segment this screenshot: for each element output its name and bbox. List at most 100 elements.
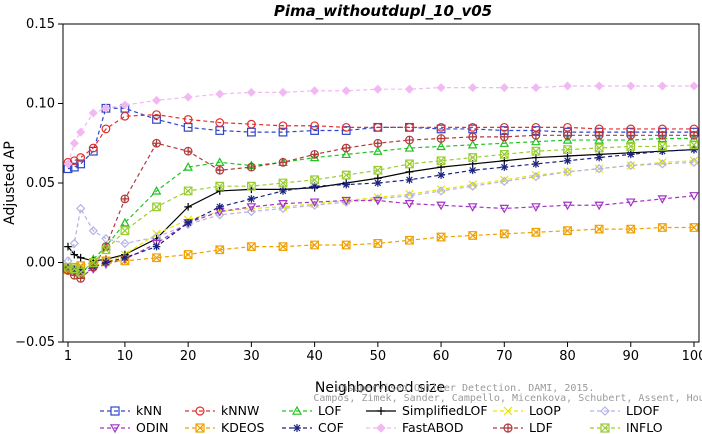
series-marker [278,242,288,251]
series-marker [278,203,288,214]
series-marker [376,423,386,433]
series-marker [310,86,320,96]
chart-legend: kNN kNNW LOF SimplifiedLOF LoOP LDOF ODIN KDEOS… [100,403,663,434]
series-marker [689,130,699,140]
series-marker [436,141,446,151]
series-marker [532,160,540,168]
series-marker [626,142,636,151]
series-marker [293,424,301,432]
series-marker [278,200,288,209]
series-inflo [63,140,699,277]
series-marker [373,165,383,175]
series-marker [373,84,383,94]
legend-item-knn: kNN [100,403,162,418]
watermark-line-1: Unsupervised Outlier Detection. DAMI, 20… [336,383,595,394]
series-marker [120,194,130,204]
series-marker [183,250,193,259]
legend-item-knnw: kNNW [185,403,259,418]
series-marker [468,132,478,142]
series-marker [626,130,636,140]
series-marker [436,134,446,143]
series-marker [500,163,509,171]
series-marker [625,198,636,208]
series-marker [404,191,415,201]
series-marker [594,81,604,91]
series-line [67,114,694,163]
series-marker [215,210,225,220]
series-marker [215,187,224,195]
y-axis-title: Adjusted AP [2,141,18,225]
series-marker [436,186,446,196]
series-marker [309,198,320,208]
series-marker [102,258,110,267]
series-marker [246,206,257,217]
series-marker [341,126,351,135]
series-marker [215,89,225,99]
series-marker [499,132,509,142]
series-marker [88,258,98,267]
x-axis-title: Neighborhood size [315,380,445,396]
series-marker [374,179,382,187]
legend-item-ldof: LDOF [590,403,660,418]
series-line [67,107,694,170]
series-marker [657,159,668,169]
legend-item-loop: LoOP [493,403,561,418]
legend-label: LOF [318,403,342,418]
series-layer [63,81,699,283]
series-knn [63,103,699,174]
series-marker [195,406,205,416]
series-line [67,149,695,272]
series-marker [626,161,635,170]
series-ldf [63,130,699,283]
series-marker [110,406,120,416]
y-tick-label: 0.15 [26,17,55,32]
series-marker [278,127,288,137]
legend-item-ldf: LDF [493,420,553,434]
series-marker [109,424,121,434]
series-knnw [63,110,699,167]
series-marker [626,150,635,159]
series-marker [468,231,478,240]
series-fastabod [63,81,699,169]
series-marker [278,178,288,188]
legend-label: kNN [136,403,162,418]
series-marker [215,165,225,175]
series-marker [120,100,130,110]
series-marker [215,118,225,127]
series-marker [562,135,573,144]
series-marker [689,140,699,150]
series-marker [563,167,572,177]
watermark-line-2: Campos, Zimek, Sander, Campello, Micenko… [313,393,702,404]
series-marker [690,145,698,154]
series-marker [689,223,699,232]
series-marker [246,181,256,191]
y-tick-label: 0.10 [26,97,55,112]
series-marker [291,405,303,415]
legend-label: COF [318,420,344,434]
legend-label: LoOP [529,403,561,418]
legend-item-simplifiedlof: SimplifiedLOF [366,403,488,418]
legend-label: LDOF [626,403,660,418]
x-tick-label: 30 [243,349,260,364]
series-marker [101,103,111,113]
series-marker [183,186,193,196]
series-marker [183,92,193,102]
series-marker [404,84,414,94]
series-marker [341,143,351,153]
series-marker [373,138,383,148]
legend-item-kdeos: KDEOS [185,420,265,434]
series-marker [373,122,383,132]
series-marker [76,253,85,262]
series-marker [499,176,509,187]
series-marker [467,139,478,149]
series-marker [183,162,193,171]
series-marker [69,138,79,148]
x-tick-label: 50 [370,349,387,364]
series-marker [70,250,79,259]
series-marker [341,86,351,96]
x-tick-label: 100 [682,349,702,364]
series-marker [341,149,352,159]
series-marker [121,253,129,262]
series-marker [468,83,478,93]
series-marker [152,95,162,105]
